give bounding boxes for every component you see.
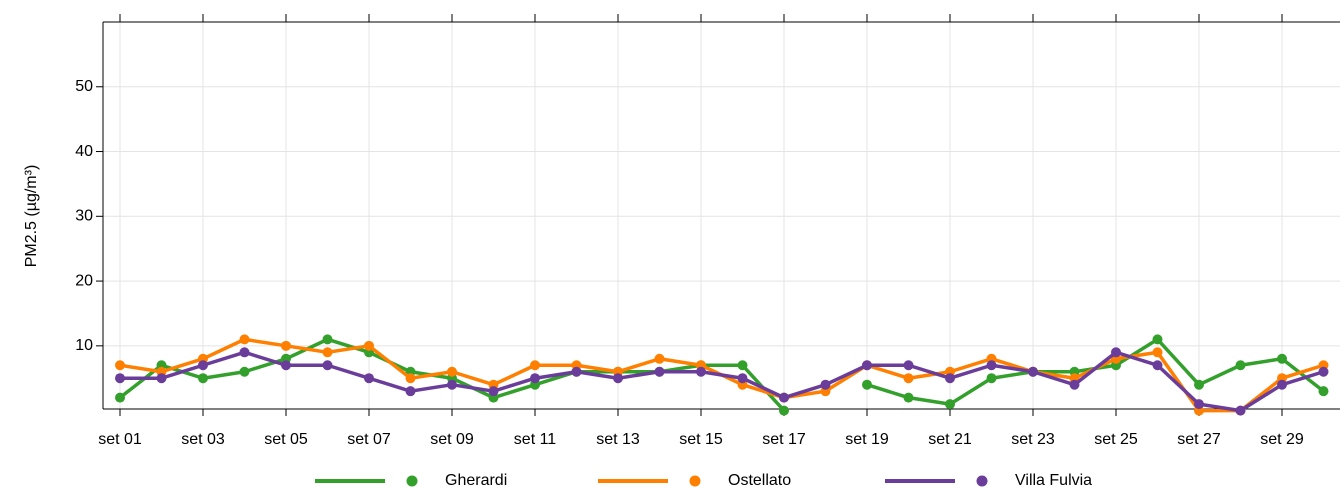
x-tick-label: set 05	[264, 431, 308, 448]
data-point	[1318, 366, 1329, 377]
data-point	[488, 386, 499, 397]
data-point	[1152, 347, 1163, 358]
data-point	[1069, 379, 1080, 390]
x-tick-label: set 07	[347, 431, 391, 448]
x-tick-label: set 15	[679, 431, 723, 448]
data-point	[1235, 405, 1246, 416]
data-point	[239, 347, 250, 358]
legend-dot	[976, 475, 988, 487]
data-point	[115, 392, 125, 403]
data-point	[1277, 353, 1287, 364]
data-point	[986, 360, 997, 371]
data-point	[530, 373, 540, 384]
x-tick-label: set 21	[928, 431, 972, 448]
data-point	[903, 392, 914, 403]
data-point	[862, 379, 872, 390]
x-tick-label: set 23	[1011, 431, 1055, 448]
data-point	[405, 386, 416, 397]
data-point	[613, 373, 623, 384]
data-point	[945, 399, 955, 410]
data-point	[405, 373, 416, 384]
x-tick-label: set 11	[514, 431, 557, 448]
data-point	[364, 373, 374, 384]
data-point	[156, 373, 167, 384]
legend-label: Ostellato	[728, 472, 791, 489]
data-point	[198, 360, 208, 371]
y-tick-label: 30	[75, 208, 93, 225]
data-point	[903, 360, 914, 371]
x-tick-label: set 19	[845, 431, 889, 448]
x-tick-label: set 29	[1260, 431, 1304, 448]
data-point	[654, 366, 665, 377]
legend-label: Villa Fulvia	[1015, 472, 1092, 489]
series-line	[120, 350, 1325, 413]
legend-dot	[689, 475, 701, 487]
y-tick-label: 50	[75, 78, 93, 95]
data-point	[322, 334, 333, 345]
x-tick-label: set 01	[98, 431, 142, 448]
data-point	[945, 373, 955, 384]
data-point	[447, 379, 457, 390]
y-tick-label: 20	[75, 272, 93, 289]
data-point	[1194, 399, 1204, 410]
legend-dot	[406, 475, 418, 487]
data-point	[1152, 360, 1163, 371]
data-point	[986, 373, 997, 384]
data-point	[862, 360, 872, 371]
y-tick-label: 10	[75, 337, 93, 354]
data-point	[820, 379, 831, 390]
data-point	[115, 360, 125, 371]
data-point	[322, 360, 333, 371]
data-point	[239, 366, 250, 377]
data-point	[696, 366, 706, 377]
x-tick-label: set 03	[181, 431, 225, 448]
x-tick-label: set 09	[430, 431, 474, 448]
data-point	[281, 340, 291, 351]
y-axis-label: PM2.5 (µg/m³)	[23, 165, 40, 268]
data-point	[1152, 334, 1163, 345]
x-tick-label: set 27	[1177, 431, 1221, 448]
x-tick-label: set 17	[762, 431, 806, 448]
y-tick-label: 40	[75, 143, 93, 160]
data-point	[654, 353, 665, 364]
data-point	[1028, 366, 1038, 377]
data-point	[737, 373, 748, 384]
x-tick-label: set 25	[1094, 431, 1138, 448]
data-point	[322, 347, 333, 358]
data-point	[903, 373, 914, 384]
data-point	[198, 373, 208, 384]
data-point	[239, 334, 250, 345]
data-point	[447, 366, 457, 377]
data-point	[1318, 386, 1329, 397]
data-point	[1111, 347, 1121, 358]
data-point	[1277, 379, 1287, 390]
data-point	[281, 360, 291, 371]
legend-label: Gherardi	[445, 472, 507, 489]
data-point	[1194, 379, 1204, 390]
x-tick-label: set 13	[596, 431, 640, 448]
data-point	[779, 392, 789, 403]
data-point	[737, 360, 748, 371]
data-point	[1235, 360, 1246, 371]
data-point	[779, 405, 789, 416]
data-point	[115, 373, 125, 384]
data-point	[530, 360, 540, 371]
data-point	[364, 340, 374, 351]
data-point	[571, 366, 582, 377]
